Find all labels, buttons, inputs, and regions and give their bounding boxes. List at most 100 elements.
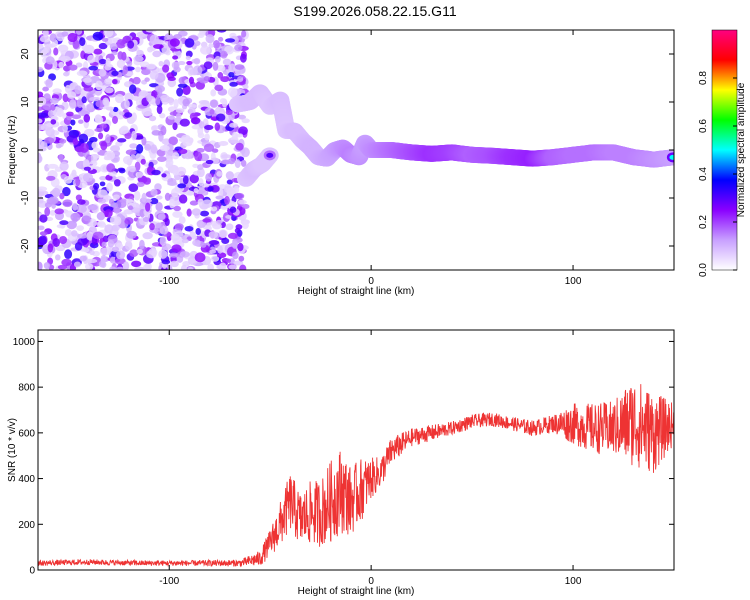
heatmap-noise-cell: [60, 55, 71, 63]
colorbar-tick-label: 0.2: [698, 215, 709, 229]
heatmap-noise-cell: [111, 51, 118, 56]
heatmap-noise-cell: [98, 42, 108, 50]
heatmap-noise-cell: [87, 54, 95, 64]
heatmap-noise-cell: [114, 257, 126, 265]
heatmap-noise-cell: [197, 167, 205, 178]
heatmap-noise-cell: [97, 189, 108, 198]
heatmap-noise-cell: [205, 173, 213, 182]
heatmap-noise-cell: [131, 260, 142, 268]
heatmap-noise-cell: [235, 80, 246, 86]
heatmap-noise-cell: [198, 99, 210, 105]
colorbar-tick-label: 0.6: [698, 119, 709, 133]
heatmap-noise-cell: [66, 111, 74, 117]
heatmap-noise-cell: [134, 161, 141, 172]
heatmap-noise-cell: [164, 218, 170, 226]
heatmap-noise-cell: [232, 251, 239, 260]
heatmap-noise-cell: [75, 194, 83, 201]
heatmap-noise-cell: [63, 175, 73, 184]
snr-y-ticks: 0 200 400 600 800 1000: [13, 337, 674, 577]
heatmap-noise-cell: [228, 264, 237, 270]
heatmap-noise-cell: [122, 65, 128, 75]
heatmap-noise-cell: [127, 205, 134, 210]
heatmap-noise-cell: [214, 84, 224, 92]
heatmap-noise-cell: [98, 58, 107, 65]
x-tick-label: -100: [159, 276, 179, 287]
heatmap-noise-cell: [70, 119, 76, 126]
heatmap-noise-cell: [208, 43, 214, 48]
heatmap-noise-cell: [172, 210, 183, 218]
heatmap-noise-cell: [173, 34, 183, 40]
heatmap-noise-cell: [115, 141, 123, 147]
heatmap-noise-cell: [210, 206, 218, 212]
heatmap-noise-cell: [187, 266, 194, 270]
heatmap-noise-cell: [131, 112, 137, 122]
heatmap-noise-cell: [241, 221, 249, 230]
heatmap-noise-cell: [39, 231, 48, 236]
heatmap-noise-cell: [159, 145, 170, 152]
heatmap-noise-cell: [124, 92, 134, 102]
heatmap-noise-cell: [228, 139, 240, 144]
heatmap-noise-cell: [46, 175, 56, 181]
heatmap-noise-cell: [176, 166, 187, 176]
heatmap-noise-cell: [229, 122, 239, 128]
heatmap-noise-cell: [214, 55, 221, 63]
heatmap-noise-cell: [222, 58, 232, 66]
x-tick-label: 100: [565, 576, 582, 587]
heatmap-noise-cell: [81, 96, 87, 104]
heatmap-noise-cell: [64, 84, 72, 94]
heatmap-noise-cell: [117, 51, 124, 60]
heatmap-noise-cell: [61, 258, 72, 267]
heatmap-noise-cell: [148, 115, 157, 122]
heatmap-branch-cell: [266, 152, 274, 158]
x-tick-label: 0: [368, 576, 374, 587]
heatmap-noise-cell: [136, 143, 144, 154]
heatmap-noise-cell: [170, 188, 179, 198]
heatmap-noise-cell: [221, 154, 232, 159]
heatmap-noise-cell: [57, 264, 67, 270]
heatmap-noise-cell: [134, 266, 146, 270]
heatmap-noise-cell: [71, 230, 78, 237]
heatmap-noise-cell: [177, 183, 187, 189]
heatmap-noise-cell: [128, 183, 139, 192]
heatmap-noise-cell: [75, 176, 81, 187]
heatmap-noise-cell: [212, 39, 220, 49]
heatmap-noise-cell: [219, 98, 227, 104]
heatmap-noise-cell: [76, 204, 87, 214]
heatmap-noise-cell: [38, 153, 42, 163]
heatmap-noise-cell: [172, 169, 179, 176]
snr-panel: -100 0 100 0 200 400 600 800 1000 Height of str…: [7, 329, 675, 597]
heatmap-noise-cell: [220, 204, 229, 210]
heatmap-noise-cell: [229, 81, 238, 87]
heatmap-noise-cell: [120, 198, 127, 203]
heatmap-noise-cell: [93, 182, 100, 190]
heatmap-noise-cell: [38, 106, 44, 111]
heatmap-noise-cell: [42, 86, 49, 92]
heatmap-noise-cell: [89, 136, 98, 143]
heatmap-noise-cell: [217, 245, 223, 254]
heatmap-noise-cell: [167, 76, 176, 82]
heatmap-noise-cell: [83, 114, 91, 123]
heatmap-noise-cell: [219, 262, 227, 270]
heatmap-noise-cell: [200, 242, 207, 248]
heatmap-noise-cell: [143, 264, 151, 270]
heatmap-noise-cell: [113, 206, 121, 214]
snr-frame: [37, 329, 675, 571]
heatmap-noise-cell: [210, 99, 218, 108]
heatmap-noise-cell: [75, 30, 83, 35]
heatmap-noise-cell: [113, 179, 121, 187]
heatmap-noise-cell: [105, 106, 115, 111]
heatmap-noise-cell: [49, 33, 57, 42]
heatmap-noise-cell: [185, 55, 191, 61]
heatmap-noise-cell: [44, 137, 55, 144]
heatmap-noise-cell: [150, 188, 158, 197]
heatmap-noise-cell: [220, 50, 228, 59]
heatmap-noise-cell: [204, 124, 214, 131]
heatmap-noise-cell: [45, 127, 55, 137]
heatmap-noise-cell: [118, 126, 129, 135]
heatmap-noise-cell: [94, 116, 104, 124]
heatmap-noise-cell: [54, 254, 61, 261]
heatmap-noise-cell: [235, 142, 244, 151]
heatmap-noise-cell: [146, 250, 157, 259]
heatmap-noise-cell: [207, 186, 214, 192]
heatmap-noise-cell: [151, 169, 161, 176]
